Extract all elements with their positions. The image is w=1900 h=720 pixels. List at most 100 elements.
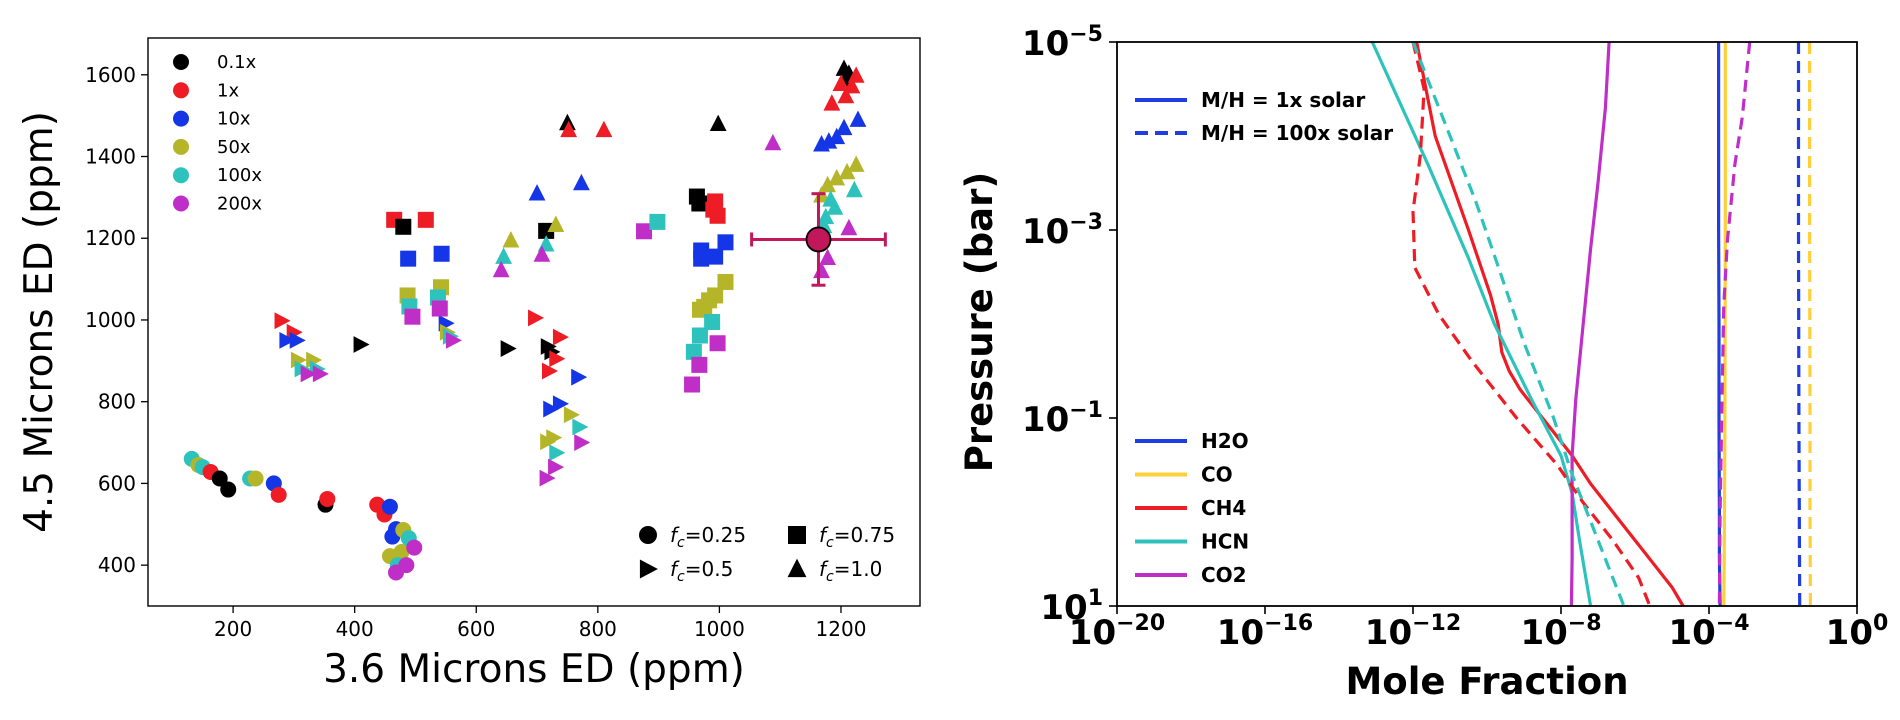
tick-exponent: −12 xyxy=(1412,611,1461,636)
tick-exponent: −3 xyxy=(1069,210,1103,235)
data-point xyxy=(247,470,264,487)
data-point xyxy=(417,211,434,228)
data-point xyxy=(563,406,580,424)
data-point xyxy=(502,231,520,248)
data-point xyxy=(559,113,576,131)
shape-legend-value: =0.75 xyxy=(834,523,895,547)
right-x-axis-label: Mole Fraction xyxy=(1345,660,1628,703)
tick-exponent: −1 xyxy=(1069,398,1103,423)
left-y-tick-label: 400 xyxy=(98,553,136,577)
left-x-tick-label: 400 xyxy=(336,617,374,641)
data-point xyxy=(211,470,228,487)
data-point xyxy=(381,498,398,515)
data-point xyxy=(289,331,306,349)
profile-co-dashed xyxy=(1807,42,1813,607)
color-legend-marker xyxy=(173,54,189,70)
right-x-tick-label: 10−16 xyxy=(1217,611,1313,653)
tick-base: 10 xyxy=(1022,400,1069,440)
right-y-tick-label: 101 xyxy=(1040,586,1103,628)
data-point xyxy=(533,245,551,262)
data-point xyxy=(312,365,329,383)
right-x-tick-label: 10−12 xyxy=(1365,611,1461,653)
right-profile-panel: 10−20 10−16 10−12 10−8 10−4 100 10−510−310−11… xyxy=(958,22,1888,703)
data-point xyxy=(400,250,417,267)
data-point xyxy=(544,343,561,361)
f-symbol: f xyxy=(670,523,680,547)
left-y-tick-label: 600 xyxy=(98,471,136,495)
left-y-tick-label: 1200 xyxy=(85,226,136,250)
left-y-tick-label: 1600 xyxy=(85,63,136,87)
tick-exponent: 0 xyxy=(1873,611,1888,636)
left-x-tick-label: 1000 xyxy=(694,617,745,641)
data-point xyxy=(828,168,846,186)
right-y-tick-label: 10−1 xyxy=(1022,398,1103,440)
data-point xyxy=(849,110,867,127)
species-legend: H2O CO CH4 HCN CO2 xyxy=(1135,429,1249,587)
data-point xyxy=(709,114,727,132)
data-point xyxy=(220,481,237,498)
data-point xyxy=(492,260,510,278)
tick-base: 10 xyxy=(1668,613,1715,653)
style-legend-label: M/H = 1x solar xyxy=(1201,88,1365,112)
f-symbol: f xyxy=(819,557,829,581)
color-legend: 0.1x 1x 10x 50x 100x 200x xyxy=(173,52,262,215)
right-x-tick-label: 100 xyxy=(1826,611,1889,653)
profile-co-solid xyxy=(1722,42,1727,607)
data-point xyxy=(404,308,421,325)
left-data-points xyxy=(183,59,867,581)
profile-ch4-solid xyxy=(1415,41,1685,607)
species-legend-label: CH4 xyxy=(1201,496,1246,520)
color-legend-label: 50x xyxy=(217,137,251,158)
color-legend-marker xyxy=(173,82,189,99)
shape-legend-marker xyxy=(787,558,807,578)
data-point xyxy=(560,120,578,138)
color-legend-label: 1x xyxy=(217,80,239,101)
right-x-ticks: 10−20 10−16 10−12 10−8 10−4 100 xyxy=(1069,606,1889,653)
right-y-tick-label: 10−5 xyxy=(1022,22,1103,64)
tick-base: 10 xyxy=(1365,613,1412,653)
data-point xyxy=(685,343,702,360)
data-point xyxy=(500,340,517,357)
profile-hcn-dashed xyxy=(1411,41,1626,607)
data-point xyxy=(684,376,701,393)
left-y-tick-label: 1000 xyxy=(85,308,136,332)
data-point xyxy=(822,190,840,207)
f-symbol: f xyxy=(670,557,680,581)
shape-legend-marker xyxy=(639,526,657,544)
data-point xyxy=(572,418,589,436)
color-legend-label: 10x xyxy=(217,109,251,130)
left-y-ticks: 400 600 800 1000 1200 1400 1600 xyxy=(85,63,148,577)
data-point xyxy=(406,539,423,556)
style-legend-label: M/H = 100x solar xyxy=(1201,121,1393,145)
observation-point xyxy=(750,192,887,287)
shape-legend-value: =0.25 xyxy=(685,523,746,547)
c-subscript: c xyxy=(677,569,685,585)
right-profile-lines xyxy=(1370,41,1813,607)
data-point xyxy=(813,135,830,152)
tick-exponent: −8 xyxy=(1568,611,1602,636)
species-legend-label: H2O xyxy=(1201,429,1249,453)
tick-base: 10 xyxy=(1022,24,1069,64)
right-x-tick-label: 10−8 xyxy=(1520,611,1601,653)
c-subscript: c xyxy=(826,569,834,585)
data-point xyxy=(845,180,863,198)
data-point xyxy=(817,207,835,225)
data-point xyxy=(595,120,613,138)
data-point xyxy=(819,175,837,193)
left-x-axis-label: 3.6 Microns ED (ppm) xyxy=(323,647,745,692)
data-point xyxy=(649,213,666,230)
color-legend-label: 0.1x xyxy=(217,52,257,73)
tick-base: 10 xyxy=(1040,588,1087,628)
data-point xyxy=(431,300,448,317)
tick-base: 10 xyxy=(1520,613,1567,653)
color-legend-marker xyxy=(173,138,189,155)
left-scatter-panel: 200 400 600 800 1000 1200 400 600 800 1000 1200 14… xyxy=(17,37,921,692)
data-point xyxy=(840,218,858,236)
profile-h2o-dashed xyxy=(1796,42,1802,607)
data-point xyxy=(847,155,865,172)
profile-hcn-solid xyxy=(1370,41,1593,607)
tick-exponent: −4 xyxy=(1716,611,1750,636)
right-plot-frame xyxy=(1116,41,1858,607)
